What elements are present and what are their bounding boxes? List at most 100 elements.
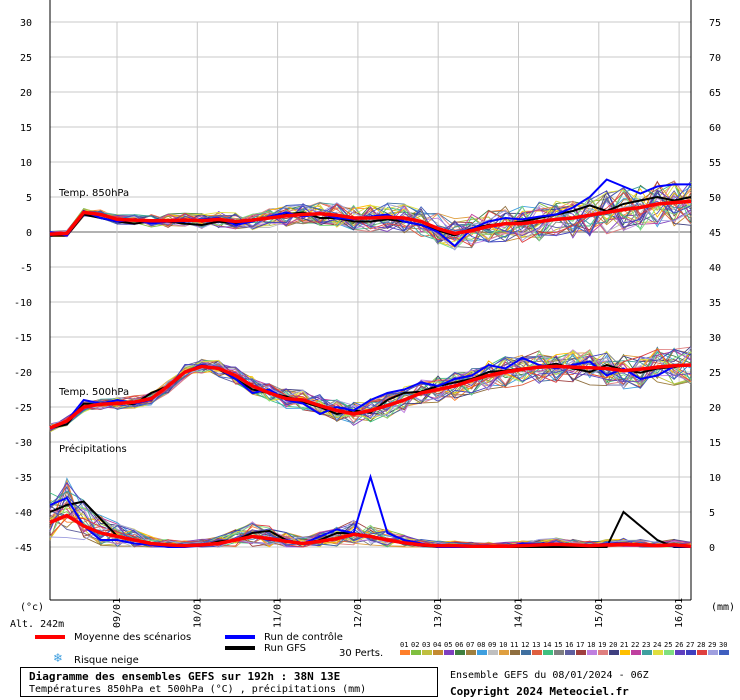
y-tick-right: 0 <box>709 543 715 554</box>
legend-pert-swatch <box>400 650 410 655</box>
altitude-label: Alt. 242m <box>10 619 64 630</box>
legend-pert-number: 13 <box>532 641 540 649</box>
y-tick-left: 15 <box>20 123 32 134</box>
y-tick-left: -30 <box>14 438 32 449</box>
legend-pert-number: 01 <box>400 641 408 649</box>
legend-pert-swatch <box>488 650 498 655</box>
main-series <box>49 178 692 549</box>
legend-pert-number: 02 <box>411 641 419 649</box>
y-tick-left: 20 <box>20 88 32 99</box>
legend-label-snow: Risque neige <box>74 655 139 666</box>
run-info: Ensemble GEFS du 08/01/2024 - 06Z <box>450 670 649 681</box>
legend-pert-swatch <box>466 650 476 655</box>
y-tick-right: 70 <box>709 53 721 64</box>
legend-label-gfs: Run GFS <box>264 643 306 654</box>
legend-pert-number: 26 <box>675 641 683 649</box>
y-tick-right: 5 <box>709 508 715 519</box>
x-tick-label: 14/01 <box>514 598 525 628</box>
x-tick-label: 11/01 <box>273 598 284 628</box>
y-unit-right: (mm) <box>711 602 735 613</box>
mean-line-500 <box>49 363 692 430</box>
x-tick-label: 10/01 <box>192 598 203 628</box>
legend-pert-swatch <box>532 650 542 655</box>
legend-pert-number: 04 <box>433 641 441 649</box>
y-tick-right: 15 <box>709 438 721 449</box>
y-tick-right: 10 <box>709 473 721 484</box>
legend-pert-swatch <box>675 650 685 655</box>
chart-title: Diagramme des ensembles GEFS sur 192h : … <box>29 670 341 683</box>
legend-pert-number: 19 <box>598 641 606 649</box>
legend-pert-swatch <box>719 650 729 655</box>
legend-pert-swatch <box>444 650 454 655</box>
chart-axes: 302520151050-5-10-15-20-25-30-35-40-4575… <box>10 0 735 630</box>
y-tick-left: 0 <box>26 228 32 239</box>
y-tick-right: 55 <box>709 158 721 169</box>
legend-pert-number: 29 <box>708 641 716 649</box>
legend-pert-swatch <box>411 650 421 655</box>
legend-pert-swatch <box>620 650 630 655</box>
legend-pert-swatch <box>664 650 674 655</box>
legend-pert-swatch <box>543 650 553 655</box>
legend-pert-swatch <box>565 650 575 655</box>
panel-label-500: Temp. 500hPa <box>58 387 129 398</box>
legend-label-mean: Moyenne des scénarios <box>74 631 191 643</box>
legend-pert-number: 08 <box>477 641 485 649</box>
panel-label-precip: Précipitations <box>59 443 127 455</box>
chart-subtitle: Températures 850hPa et 500hPa (°C) , pré… <box>29 684 367 695</box>
member-line-precip <box>49 492 692 548</box>
legend-pert-swatch <box>642 650 652 655</box>
member-line-850 <box>49 183 692 243</box>
legend-pert-number: 14 <box>543 641 551 649</box>
legend-pert-number: 06 <box>455 641 463 649</box>
legend-pert-number: 22 <box>631 641 639 649</box>
legend-pert-number: 25 <box>664 641 672 649</box>
ensemble-members <box>49 180 692 548</box>
legend-pert-number: 09 <box>488 641 496 649</box>
legend-pert-number: 07 <box>466 641 474 649</box>
legend-pert-swatch <box>598 650 608 655</box>
legend-pert-number: 30 <box>719 641 727 649</box>
y-tick-left: 25 <box>20 53 32 64</box>
x-tick-label: 16/01 <box>674 598 685 628</box>
legend-pert-swatch <box>697 650 707 655</box>
legend-pert-swatch <box>554 650 564 655</box>
legend-pert-swatch <box>521 650 531 655</box>
legend-pert-number: 16 <box>565 641 573 649</box>
y-tick-left: -45 <box>14 543 32 554</box>
title-box: Diagramme des ensembles GEFS sur 192h : … <box>20 667 438 697</box>
member-line-500 <box>49 356 692 429</box>
member-line-500 <box>49 351 692 432</box>
legend-pert-swatch <box>587 650 597 655</box>
legend-pert-swatch <box>477 650 487 655</box>
legend-pert-swatch <box>631 650 641 655</box>
ensemble-chart: 302520151050-5-10-15-20-25-30-35-40-4575… <box>10 0 735 666</box>
y-tick-left: -20 <box>14 368 32 379</box>
legend-pert-number: 24 <box>653 641 661 649</box>
y-unit-left: (°c) <box>20 602 44 613</box>
x-tick-label: 12/01 <box>353 598 364 628</box>
y-tick-left: -35 <box>14 473 32 484</box>
y-tick-right: 50 <box>709 193 721 204</box>
legend-pert-swatch <box>455 650 465 655</box>
x-tick-label: 15/01 <box>594 598 605 628</box>
legend-pert-swatch <box>433 650 443 655</box>
legend-pert-swatch <box>686 650 696 655</box>
y-tick-left: 5 <box>26 193 32 204</box>
y-tick-right: 75 <box>709 18 721 29</box>
chart-grid <box>50 21 691 600</box>
y-tick-left: -40 <box>14 508 32 519</box>
legend-pert-number: 18 <box>587 641 595 649</box>
legend-label-perts: 30 Perts. <box>339 648 383 659</box>
y-tick-right: 40 <box>709 263 721 274</box>
legend-pert-swatch <box>609 650 619 655</box>
legend-pert-number: 20 <box>609 641 617 649</box>
member-line-precip <box>49 504 692 548</box>
legend: Moyenne des scénarios Run de contrôleRun … <box>35 631 729 666</box>
legend-pert-swatch <box>653 650 663 655</box>
legend-pert-swatch <box>576 650 586 655</box>
mean-line-850 <box>49 199 692 236</box>
mean-line-precip <box>49 513 692 549</box>
panel-label-850: Temp. 850hPa <box>58 188 129 199</box>
legend-pert-number: 21 <box>620 641 628 649</box>
legend-pert-number: 27 <box>686 641 694 649</box>
